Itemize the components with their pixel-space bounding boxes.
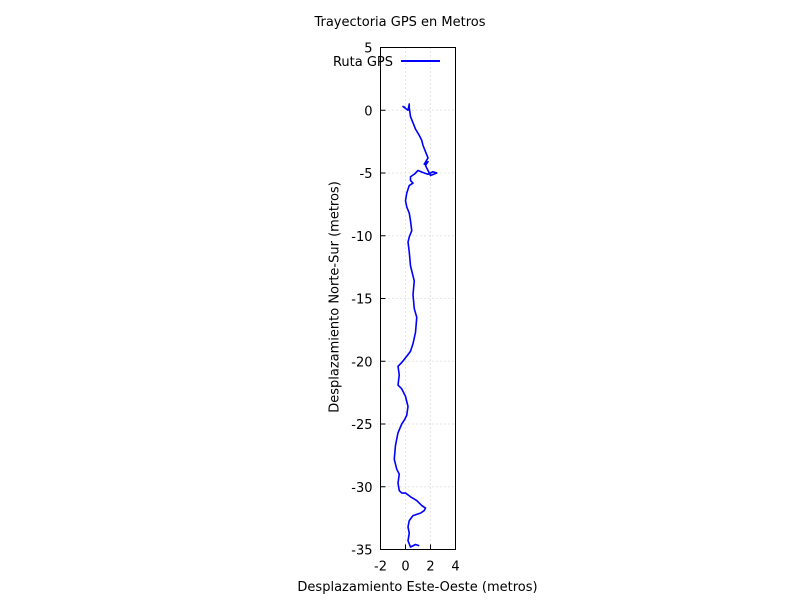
y-tick-label: -15 [351, 293, 372, 308]
y-tick-label: -30 [351, 481, 372, 496]
x-tick-label: 0 [401, 560, 409, 575]
y-tick-label: -35 [351, 544, 372, 559]
x-axis-label: Desplazamiento Este-Oeste (metros) [297, 580, 538, 595]
y-tick-label: -20 [351, 355, 372, 370]
x-tick-label: -2 [374, 560, 387, 575]
y-tick-label: -10 [351, 230, 372, 245]
x-tick-label: 4 [451, 560, 459, 575]
legend-label-ruta-gps: Ruta GPS [333, 55, 393, 70]
y-tick-label: -5 [360, 167, 373, 182]
grid [380, 47, 456, 550]
plot-frame [380, 47, 456, 550]
chart-title: Trayectoria GPS en Metros [314, 15, 486, 30]
series-layer [393, 103, 438, 548]
x-tick-label: 2 [426, 560, 434, 575]
y-tick-label: 0 [364, 104, 372, 119]
y-tick-label: -25 [351, 418, 372, 433]
legend: Ruta GPS [333, 55, 440, 70]
series-line-ruta-gps [393, 103, 438, 548]
y-tick-label: 5 [364, 42, 372, 57]
